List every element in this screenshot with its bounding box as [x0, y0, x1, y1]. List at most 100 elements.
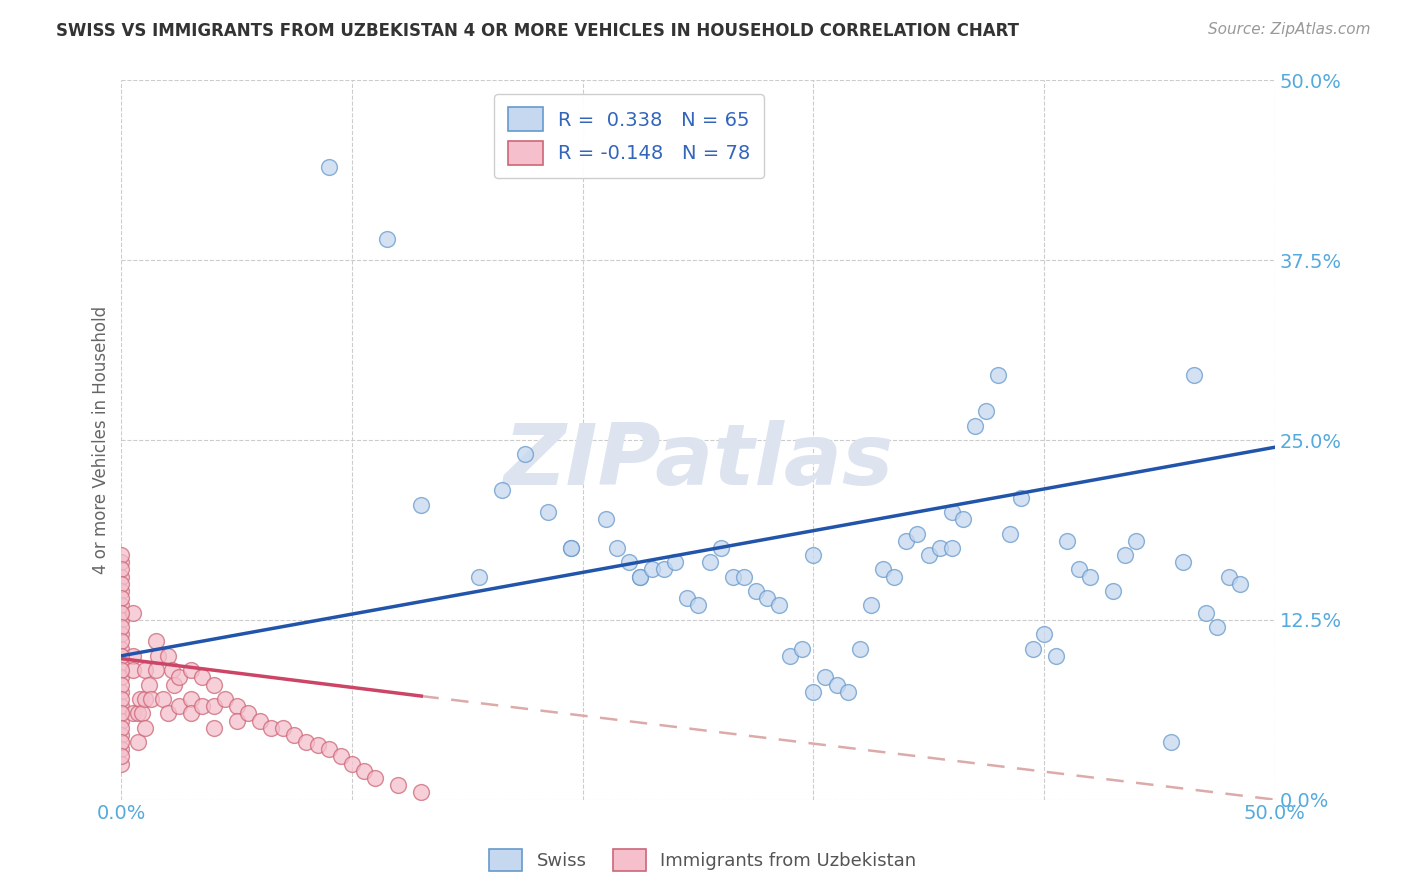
- Point: [138, 677, 160, 691]
- Point: [491, 483, 513, 498]
- Point: [202, 677, 225, 691]
- Point: [790, 641, 813, 656]
- Point: [110, 735, 132, 749]
- Point: [537, 505, 560, 519]
- Point: [1102, 584, 1125, 599]
- Point: [249, 714, 271, 728]
- Point: [110, 699, 132, 714]
- Point: [202, 699, 225, 714]
- Point: [110, 706, 132, 721]
- Point: [675, 591, 697, 606]
- Point: [131, 706, 153, 721]
- Point: [1078, 570, 1101, 584]
- Point: [411, 785, 433, 799]
- Point: [733, 570, 755, 584]
- Point: [167, 699, 190, 714]
- Point: [110, 728, 132, 742]
- Point: [122, 663, 145, 677]
- Point: [756, 591, 779, 606]
- Point: [191, 670, 214, 684]
- Point: [152, 692, 174, 706]
- Point: [225, 714, 247, 728]
- Point: [271, 721, 294, 735]
- Point: [134, 721, 156, 735]
- Point: [652, 562, 675, 576]
- Point: [905, 526, 928, 541]
- Point: [606, 541, 628, 555]
- Point: [122, 648, 145, 663]
- Point: [1114, 548, 1136, 562]
- Point: [295, 735, 318, 749]
- Point: [699, 555, 721, 569]
- Point: [202, 721, 225, 735]
- Point: [364, 771, 387, 785]
- Point: [110, 591, 132, 606]
- Point: [160, 663, 183, 677]
- Point: [825, 677, 848, 691]
- Point: [180, 692, 202, 706]
- Point: [848, 641, 870, 656]
- Point: [1033, 627, 1056, 641]
- Point: [560, 541, 582, 555]
- Point: [156, 706, 179, 721]
- Point: [468, 570, 491, 584]
- Point: [1125, 533, 1147, 548]
- Point: [225, 699, 247, 714]
- Point: [630, 570, 652, 584]
- Point: [1056, 533, 1078, 548]
- Point: [110, 613, 132, 627]
- Text: Source: ZipAtlas.com: Source: ZipAtlas.com: [1208, 22, 1371, 37]
- Point: [803, 548, 825, 562]
- Point: [1021, 641, 1043, 656]
- Point: [963, 418, 986, 433]
- Point: [918, 548, 941, 562]
- Point: [110, 599, 132, 613]
- Point: [860, 599, 883, 613]
- Point: [745, 584, 768, 599]
- Point: [110, 714, 132, 728]
- Point: [595, 512, 617, 526]
- Point: [145, 663, 167, 677]
- Point: [127, 706, 149, 721]
- Point: [180, 663, 202, 677]
- Point: [721, 570, 744, 584]
- Point: [630, 570, 652, 584]
- Point: [513, 447, 536, 461]
- Point: [238, 706, 260, 721]
- Point: [1160, 735, 1182, 749]
- Legend: Swiss, Immigrants from Uzbekistan: Swiss, Immigrants from Uzbekistan: [482, 842, 924, 879]
- Point: [1171, 555, 1194, 569]
- Point: [318, 160, 340, 174]
- Point: [180, 706, 202, 721]
- Point: [283, 728, 305, 742]
- Point: [127, 735, 149, 749]
- Point: [329, 749, 352, 764]
- Point: [110, 606, 132, 620]
- Point: [688, 599, 710, 613]
- Point: [768, 599, 790, 613]
- Point: [1218, 570, 1240, 584]
- Point: [110, 641, 132, 656]
- Point: [387, 778, 409, 792]
- Point: [110, 548, 132, 562]
- Point: [318, 742, 340, 756]
- Point: [110, 656, 132, 670]
- Point: [1010, 491, 1032, 505]
- Point: [307, 738, 329, 752]
- Point: [110, 742, 132, 756]
- Point: [814, 670, 837, 684]
- Point: [110, 555, 132, 569]
- Point: [134, 663, 156, 677]
- Point: [110, 670, 132, 684]
- Point: [883, 570, 905, 584]
- Point: [214, 692, 236, 706]
- Point: [141, 692, 163, 706]
- Point: [122, 606, 145, 620]
- Point: [641, 562, 664, 576]
- Y-axis label: 4 or more Vehicles in Household: 4 or more Vehicles in Household: [93, 306, 110, 574]
- Point: [894, 533, 917, 548]
- Point: [664, 555, 686, 569]
- Point: [110, 677, 132, 691]
- Point: [110, 685, 132, 699]
- Point: [375, 232, 398, 246]
